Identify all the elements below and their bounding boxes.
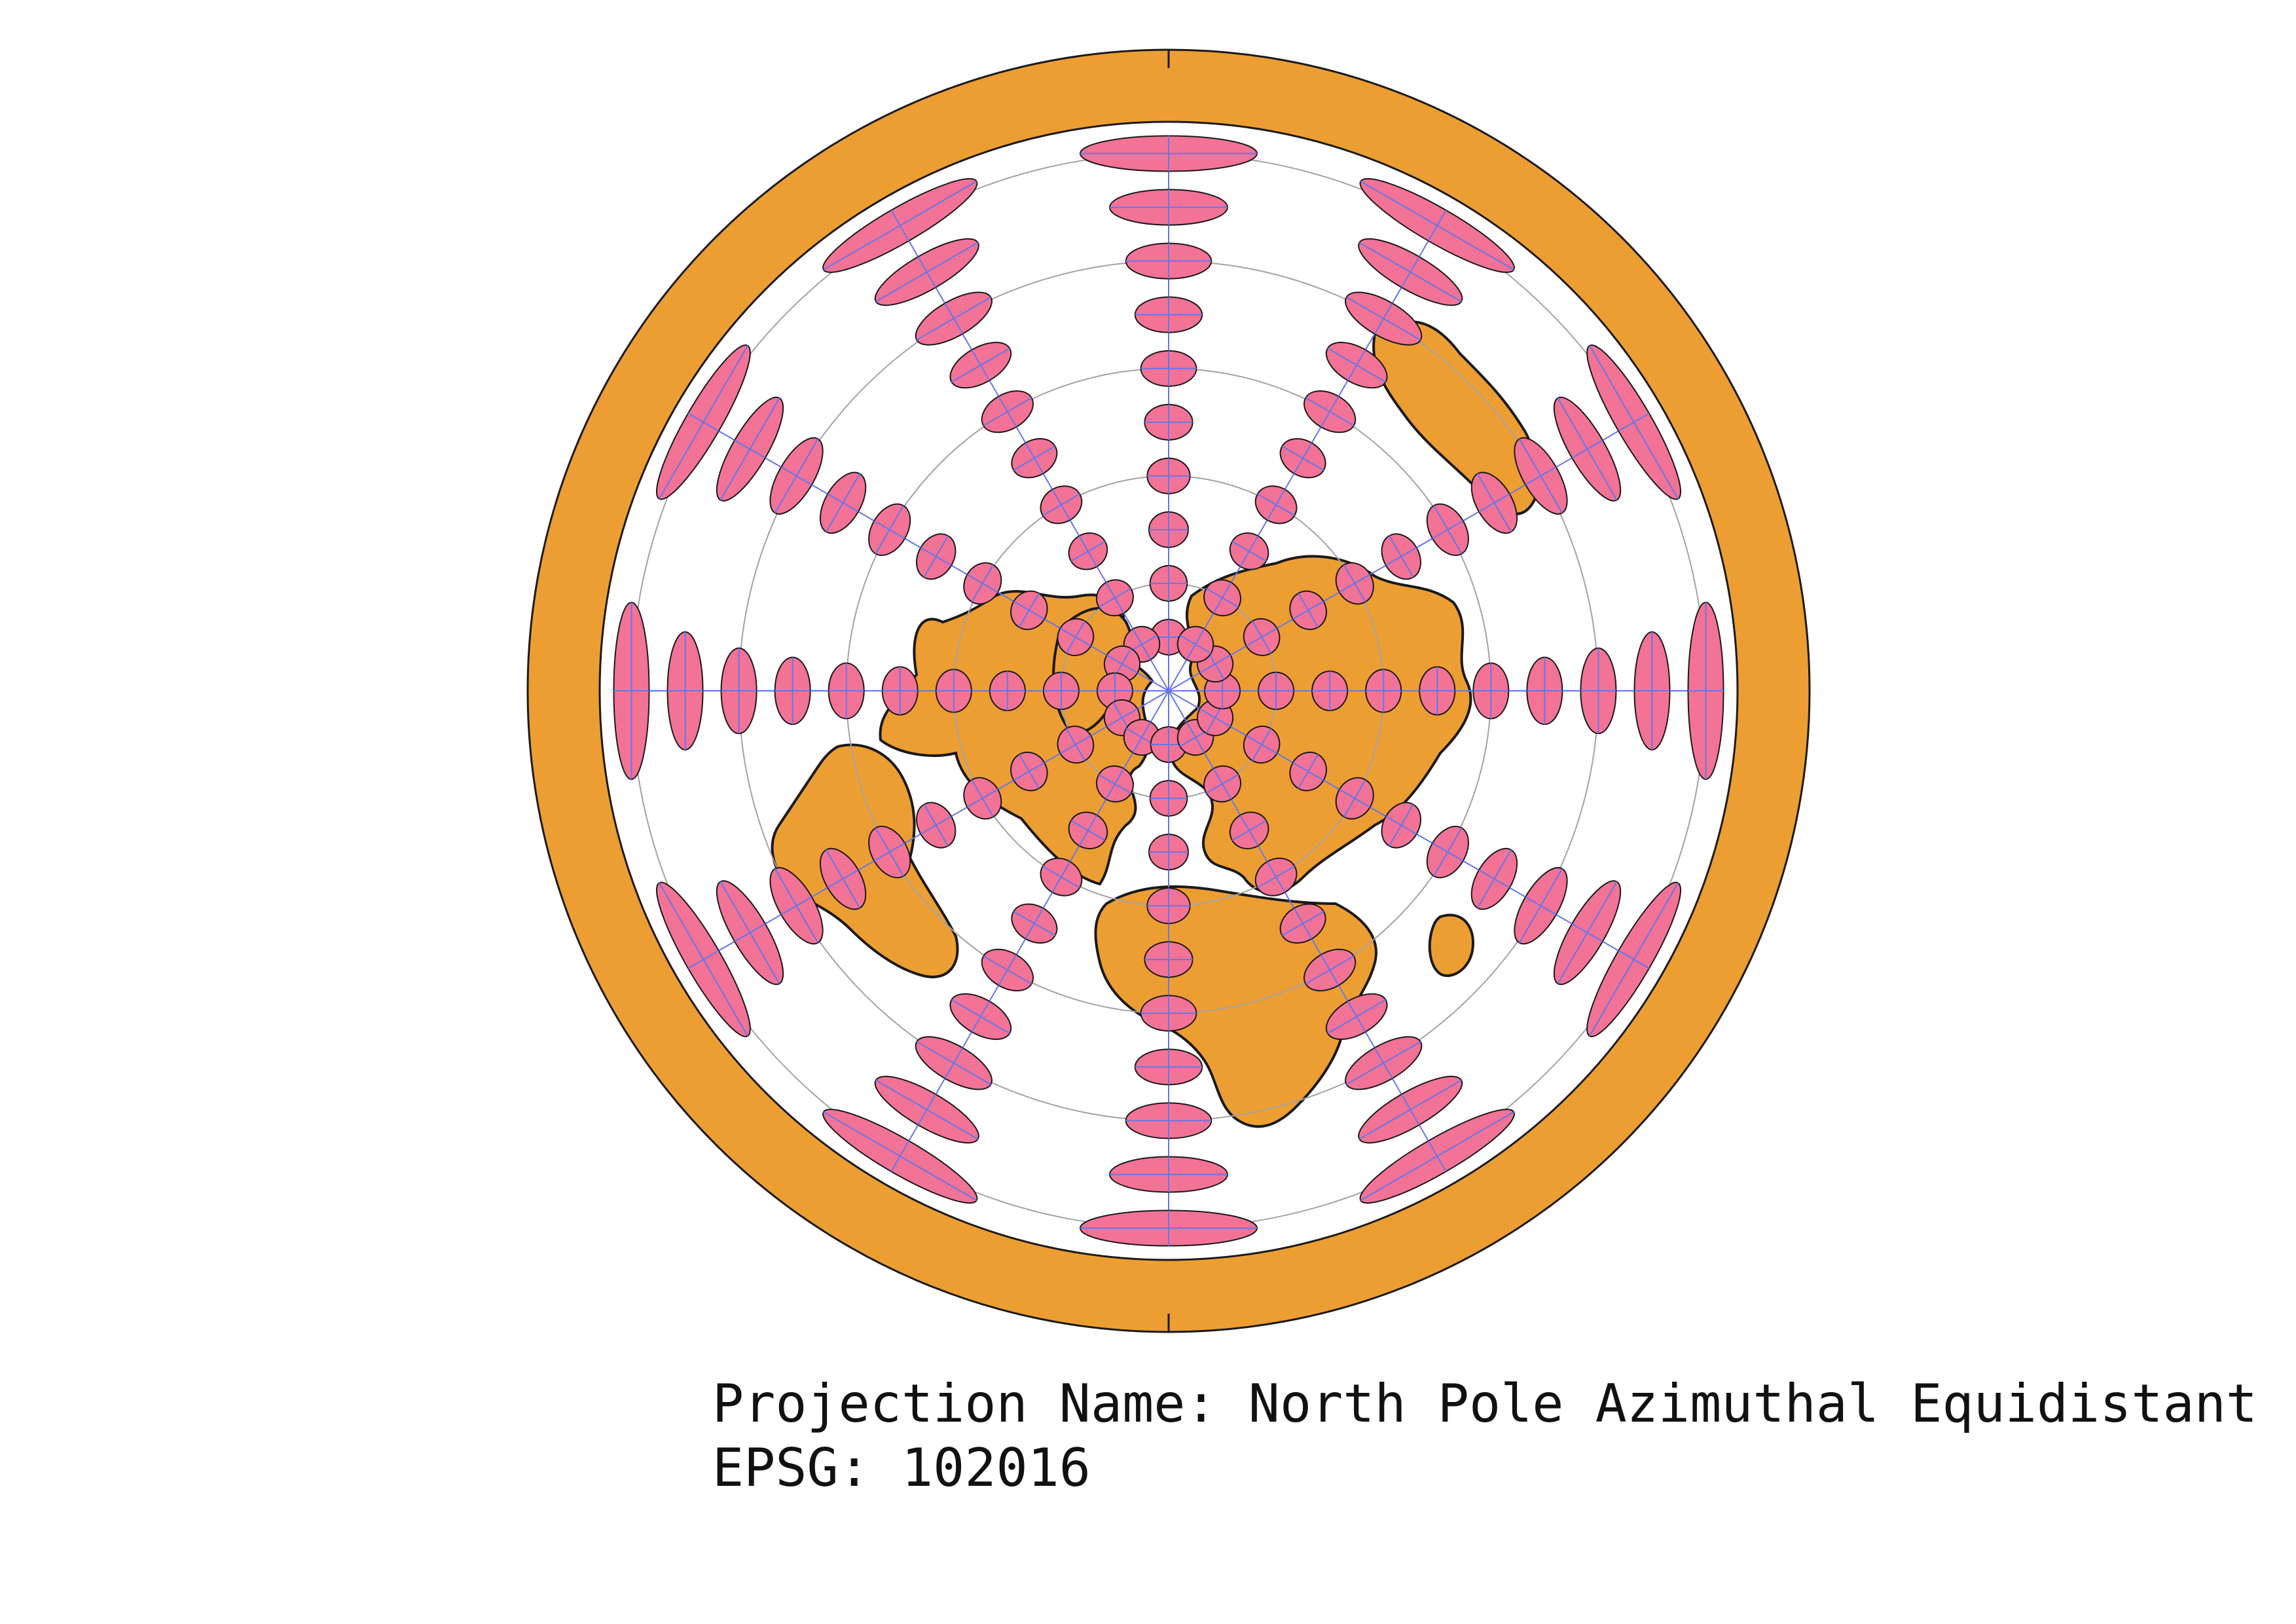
tissot-axis (1339, 788, 1371, 808)
tissot-axis (1105, 582, 1125, 614)
tissot-axis (1106, 708, 1138, 728)
tissot-axis (1478, 493, 1510, 513)
tissot-axis (1525, 466, 1557, 486)
tissot-axis (1132, 629, 1152, 660)
tissot-axis (1051, 489, 1071, 521)
map-frame (526, 48, 1811, 1333)
tissot-axis (1212, 768, 1232, 800)
tissot-axis (1571, 439, 1603, 459)
tissot-axis (1199, 708, 1231, 728)
tissot-axis (1432, 520, 1464, 540)
tissot-axis (998, 954, 1017, 986)
tissot-axis (780, 466, 812, 486)
tissot-axis (890, 1140, 910, 1172)
tissot-axis (1618, 950, 1650, 969)
tissot-indicatrices (613, 135, 1724, 1247)
tissot-axis (1013, 600, 1045, 620)
tissot-axis (1292, 600, 1324, 620)
tissot-axis (920, 815, 952, 835)
tissot-axis (827, 869, 859, 889)
tissot-axis (1266, 489, 1286, 521)
tissot-axis (1186, 629, 1205, 660)
tissot-axis (1618, 413, 1650, 432)
tissot-axis (1239, 815, 1259, 847)
tissot-axis (1293, 442, 1313, 474)
tissot-axis (1266, 861, 1286, 893)
epsg-code-label: EPSG: 102016 (712, 1437, 1091, 1498)
tissot-axis (827, 493, 859, 513)
tissot-axis (734, 923, 766, 942)
tissot-axis (1051, 861, 1071, 893)
landmass-far-east (1372, 320, 1540, 515)
tissot-axis (1186, 722, 1205, 753)
tissot-axis (1320, 954, 1339, 986)
tissot-axis (1025, 908, 1044, 940)
tissot-axis (920, 547, 952, 566)
tissot-axis (1400, 256, 1420, 288)
tissot-axis (1385, 815, 1417, 835)
tissot-axis (890, 210, 910, 242)
tissot-axis (1385, 547, 1417, 566)
tissot-axis (873, 520, 905, 540)
tissot-axis (1078, 815, 1098, 847)
tissot-axis (1432, 842, 1464, 862)
tissot-axis (1293, 908, 1313, 940)
tissot-axis (1571, 923, 1603, 942)
tissot-axis (1292, 762, 1324, 781)
tissot-axis (971, 349, 991, 381)
tissot-axis (780, 896, 812, 915)
tissot-axis (917, 256, 937, 288)
tissot-axis (1199, 654, 1231, 674)
tissot-axis (687, 950, 720, 969)
tissot-axis (1374, 1047, 1393, 1079)
tissot-axis (1239, 535, 1259, 567)
tissot-axis (1339, 574, 1371, 593)
tissot-axis (1105, 768, 1125, 800)
tissot-axis (966, 788, 998, 808)
tissot-axis (873, 842, 905, 862)
tissot-axis (687, 413, 720, 432)
tissot-axis (917, 1094, 937, 1126)
tissot-axis (1478, 869, 1510, 889)
tissot-axis (1132, 722, 1152, 753)
tissot-axis (1400, 1094, 1420, 1126)
tissot-axis (1427, 1140, 1447, 1172)
tissot-axis (1347, 1001, 1366, 1033)
tissot-axis (1212, 582, 1232, 614)
tissot-axis (971, 1001, 991, 1033)
tissot-axis (998, 396, 1017, 428)
tissot-axis (1427, 210, 1447, 242)
tissot-axis (1347, 349, 1366, 381)
tissot-axis (1374, 303, 1393, 335)
tissot-axis (1525, 896, 1557, 915)
tissot-axis (1060, 735, 1091, 754)
tissot-axis (1246, 627, 1277, 647)
tissot-axis (1106, 654, 1138, 674)
landmass-south-america (771, 743, 959, 978)
tissot-axis (1246, 735, 1277, 754)
tissot-axis (966, 574, 998, 593)
projection-name-label: Projection Name: North Pole Azimuthal Eq… (712, 1373, 2258, 1434)
landmass-australia (1428, 913, 1475, 978)
tissot-axis (1320, 396, 1339, 428)
tissot-axis (944, 1047, 964, 1079)
tissot-axis (1060, 627, 1091, 647)
tissot-axis (734, 439, 766, 459)
tissot-axis (1078, 535, 1098, 567)
tissot-axis (1025, 442, 1044, 474)
tissot-axis (944, 303, 964, 335)
tissot-axis (1013, 762, 1045, 781)
